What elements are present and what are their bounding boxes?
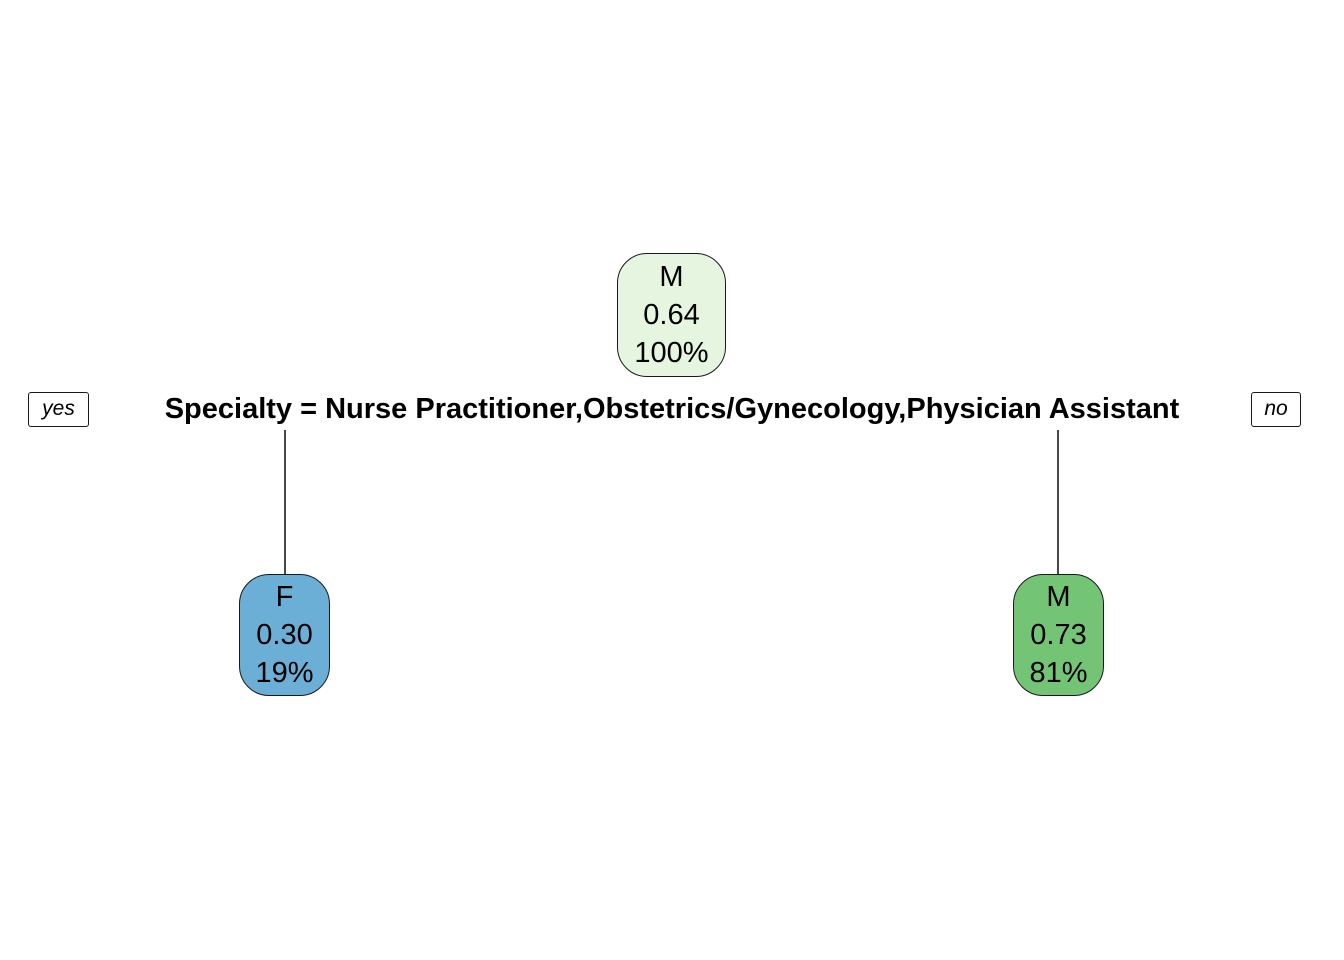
right-leaf-percentage: 81% xyxy=(1029,657,1088,689)
root-node: M 0.64 100% xyxy=(617,253,726,377)
left-leaf-node: F 0.30 19% xyxy=(239,574,330,696)
root-node-percentage: 100% xyxy=(634,337,709,369)
right-leaf-probability: 0.73 xyxy=(1030,619,1087,651)
left-leaf-class: F xyxy=(275,581,294,613)
right-leaf-node: M 0.73 81% xyxy=(1013,574,1104,696)
no-branch-tag: no xyxy=(1251,392,1301,427)
root-node-probability: 0.64 xyxy=(643,299,700,331)
yes-branch-tag: yes xyxy=(28,392,89,427)
left-leaf-percentage: 19% xyxy=(255,657,314,689)
root-node-class: M xyxy=(659,261,684,293)
split-condition-label: Specialty = Nurse Practitioner,Obstetric… xyxy=(164,393,1180,425)
left-leaf-probability: 0.30 xyxy=(256,619,313,651)
right-leaf-class: M xyxy=(1046,581,1071,613)
